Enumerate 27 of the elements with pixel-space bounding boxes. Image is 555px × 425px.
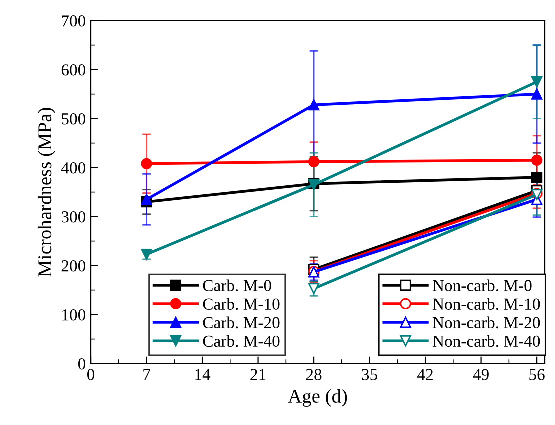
y-tick-label: 700	[62, 16, 86, 27]
y-tick-label: 300	[62, 212, 86, 223]
y-axis-title: Microhardness (MPa)	[38, 108, 56, 277]
legend-label: Non-carb. M-0	[432, 280, 532, 292]
x-tick-label: 0	[87, 369, 95, 380]
x-tick-label: 56	[530, 369, 545, 380]
legend-label: Non-carb. M-10	[432, 298, 540, 310]
y-tick-label: 200	[62, 260, 86, 272]
x-tick-label: 35	[362, 369, 378, 380]
x-tick-label: 28	[306, 369, 322, 380]
x-tick-label: 42	[418, 369, 433, 380]
x-tick-label: 21	[250, 369, 266, 380]
x-tick-label: 49	[473, 369, 489, 380]
y-tick-label: 100	[62, 310, 86, 321]
y-tick-label: 0	[78, 358, 86, 370]
y-tick-label: 400	[61, 162, 86, 174]
legend-label: Carb. M-20	[203, 316, 280, 329]
y-tick-label: 500	[62, 114, 86, 125]
x-tick-label: 14	[196, 369, 211, 380]
legend-label: Carb. M-0	[203, 280, 272, 292]
x-tick-label: 7	[144, 369, 150, 380]
legend-label: Non-carb. M-20	[432, 316, 540, 329]
x-axis-title: Age (d)	[288, 389, 348, 408]
legend-label: Non-carb. M-40	[432, 335, 540, 348]
legend-label: Carb. M-10	[203, 298, 280, 310]
legend-label: Carb. M-40	[203, 335, 280, 348]
y-tick-label: 600	[62, 64, 86, 76]
